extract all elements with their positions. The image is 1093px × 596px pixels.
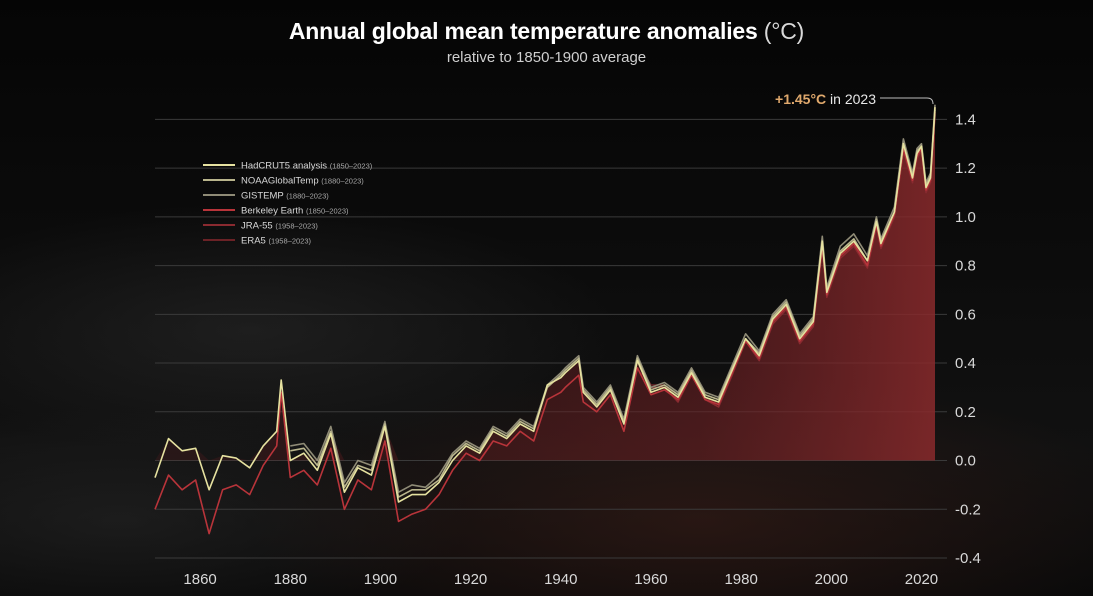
- x-tick-label: 2000: [815, 571, 848, 588]
- y-tick-label: 1.2: [955, 160, 976, 177]
- annotation-prefix: +: [775, 91, 783, 107]
- peak-annotation: +1.45°C in 2023: [775, 91, 934, 107]
- y-tick-label: 1.4: [955, 111, 976, 128]
- legend-range-berkeley-earth: (1850–2023): [306, 207, 349, 216]
- annotation-text: +1.45°C in 2023: [775, 91, 876, 107]
- series-line-berkeley-earth: [154, 112, 936, 535]
- x-axis-ticks: 1860 1880 1900 1920 1940 1960 1980 2000 2020: [183, 571, 938, 588]
- x-tick-label: 2020: [905, 571, 938, 588]
- legend-label-noaaglobaltemp: NOAAGlobalTemp (1880–2023): [241, 176, 364, 187]
- annotation-value: 1.45: [783, 91, 810, 107]
- x-tick-label: 1960: [634, 571, 667, 588]
- y-tick-label: 0.2: [955, 404, 976, 421]
- legend-range-jra-55: (1958–2023): [275, 222, 318, 231]
- legend-label-hadcrut5-analysis: HadCRUT5 analysis (1850–2023): [241, 161, 373, 172]
- x-tick-label: 1900: [364, 571, 397, 588]
- anomaly-area-fill: [155, 107, 935, 461]
- x-tick-label: 1880: [274, 571, 307, 588]
- legend-range-gistemp: (1880–2023): [286, 192, 329, 201]
- x-tick-label: 1980: [724, 571, 757, 588]
- legend-label-era5: ERA5 (1958–2023): [241, 236, 312, 247]
- chart-title: Annual global mean temperature anomalies…: [0, 18, 1093, 45]
- legend: HadCRUT5 analysis (1850–2023) NOAAGlobalT…: [203, 161, 373, 247]
- y-tick-label: 1.0: [955, 209, 976, 226]
- y-tick-label: 0.4: [955, 355, 976, 372]
- y-tick-label: 0.8: [955, 258, 976, 275]
- x-tick-label: 1920: [454, 571, 487, 588]
- x-tick-label: 1940: [544, 571, 577, 588]
- chart-subtitle: relative to 1850-1900 average: [446, 49, 647, 66]
- legend-range-era5: (1958–2023): [268, 237, 311, 246]
- chart-title-text: Annual global mean temperature anomalies: [288, 18, 758, 44]
- legend-label-jra-55: JRA-55 (1958–2023): [241, 221, 318, 232]
- series-line-hadcrut5-analysis: [154, 107, 936, 503]
- y-tick-label: 0.0: [955, 453, 976, 470]
- annotation-suffix: in 2023: [826, 91, 876, 107]
- legend-label-berkeley-earth: Berkeley Earth (1850–2023): [241, 206, 349, 217]
- x-tick-label: 1860: [183, 571, 216, 588]
- annotation-leader-line: [880, 97, 934, 105]
- series-lines: [154, 104, 936, 535]
- annotation-unit: °C: [810, 91, 826, 107]
- y-tick-label: 0.6: [955, 306, 976, 323]
- legend-range-noaaglobaltemp: (1880–2023): [321, 177, 364, 186]
- y-axis-ticks: -0.4 -0.2 0.0 0.2 0.4 0.6 0.8 1.0 1.2 1.4: [955, 111, 981, 567]
- y-tick-label: -0.2: [955, 501, 981, 518]
- legend-range-hadcrut5-analysis: (1850–2023): [330, 162, 373, 171]
- y-tick-label: -0.4: [955, 550, 981, 567]
- chart-title-unit: (°C): [763, 18, 805, 44]
- legend-label-gistemp: GISTEMP (1880–2023): [241, 191, 329, 202]
